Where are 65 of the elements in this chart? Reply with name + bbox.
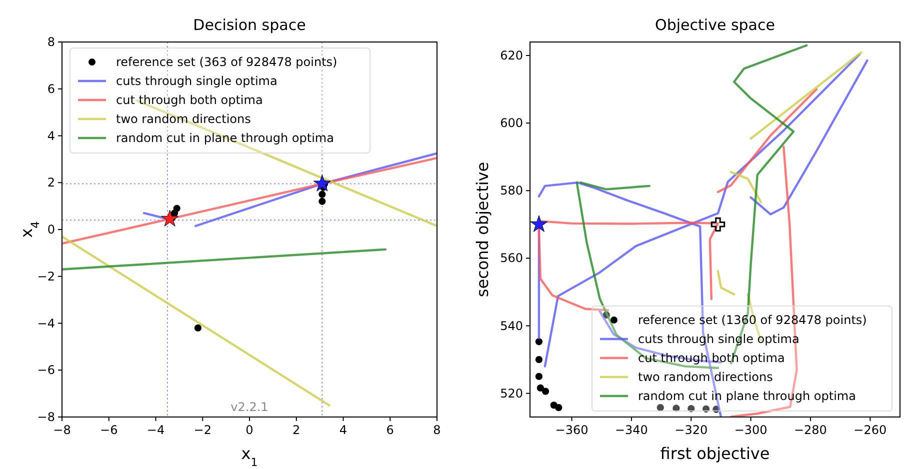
legend-label: reference set (363 of 928478 points) <box>116 55 338 69</box>
legend-label: random cut in plane through optima <box>638 389 856 403</box>
legend-label: two random directions <box>116 112 251 126</box>
y-tick-label: 520 <box>500 386 523 400</box>
point <box>535 338 543 346</box>
line-series <box>62 156 437 245</box>
x-tick-label: 4 <box>339 423 348 437</box>
y-tick-label: −4 <box>37 316 55 330</box>
y-tick-label: −8 <box>37 410 55 424</box>
annotation: v2.2.1 <box>230 400 268 414</box>
y-axis-title: second objective <box>473 162 492 298</box>
x-tick-label: −340 <box>614 423 648 437</box>
x-tick-label: 8 <box>433 423 441 437</box>
y-tick-label: 8 <box>47 35 55 49</box>
y-tick-label: 600 <box>500 116 523 130</box>
x-tick-label: −260 <box>854 423 887 437</box>
x-tick-label: −6 <box>100 423 118 437</box>
x-tick-label: −4 <box>146 423 165 437</box>
point <box>656 404 664 412</box>
y-tick-label: 6 <box>47 82 55 96</box>
x-tick-label: −360 <box>555 423 588 437</box>
point <box>530 215 548 232</box>
legend-label: cut through both optima <box>116 93 263 107</box>
point <box>194 324 202 332</box>
point <box>318 190 326 198</box>
point <box>536 384 544 392</box>
point <box>161 210 179 226</box>
x-tick-label: 2 <box>292 423 300 437</box>
x-axis-title: first objective <box>660 444 770 463</box>
y-tick-label: 620 <box>500 48 523 63</box>
y-tick-label: −2 <box>37 269 55 284</box>
x-axis-title: x$_{1}$ <box>241 444 258 468</box>
legend-label: two random directions <box>638 370 773 384</box>
y-tick-label: 540 <box>500 318 523 333</box>
point <box>542 388 550 395</box>
y-tick-label: 560 <box>500 251 523 266</box>
y-tick-label: 2 <box>47 176 55 190</box>
x-tick-label: 6 <box>386 423 394 437</box>
y-tick-label: 0 <box>47 222 55 236</box>
x-tick-label: −300 <box>734 423 768 437</box>
y-tick-label: 4 <box>47 128 55 143</box>
line-series <box>716 88 818 194</box>
point <box>710 217 726 232</box>
legend-label: cuts through single optima <box>638 332 800 346</box>
y-tick-label: 580 <box>500 184 523 198</box>
point <box>535 356 543 364</box>
x-tick-label: −320 <box>674 423 708 437</box>
legend-label: reference set (1360 of 928478 points) <box>638 313 867 327</box>
point <box>672 404 680 412</box>
point <box>688 404 695 412</box>
legend-label: cut through both optima <box>638 351 785 365</box>
x-tick-label: −280 <box>794 423 827 437</box>
point <box>318 198 326 205</box>
legend-label: cuts through single optima <box>116 74 278 88</box>
legend-label: random cut in plane through optima <box>116 131 334 145</box>
chart-title: Decision space <box>193 16 306 34</box>
point <box>313 174 331 192</box>
x-tick-label: 0 <box>246 423 254 437</box>
point <box>702 405 710 412</box>
line-series <box>750 59 868 216</box>
point <box>535 372 543 380</box>
point <box>555 404 562 412</box>
x-tick-label: −2 <box>194 423 212 437</box>
chart-title: Objective space <box>655 16 775 34</box>
y-tick-label: −6 <box>37 363 55 378</box>
